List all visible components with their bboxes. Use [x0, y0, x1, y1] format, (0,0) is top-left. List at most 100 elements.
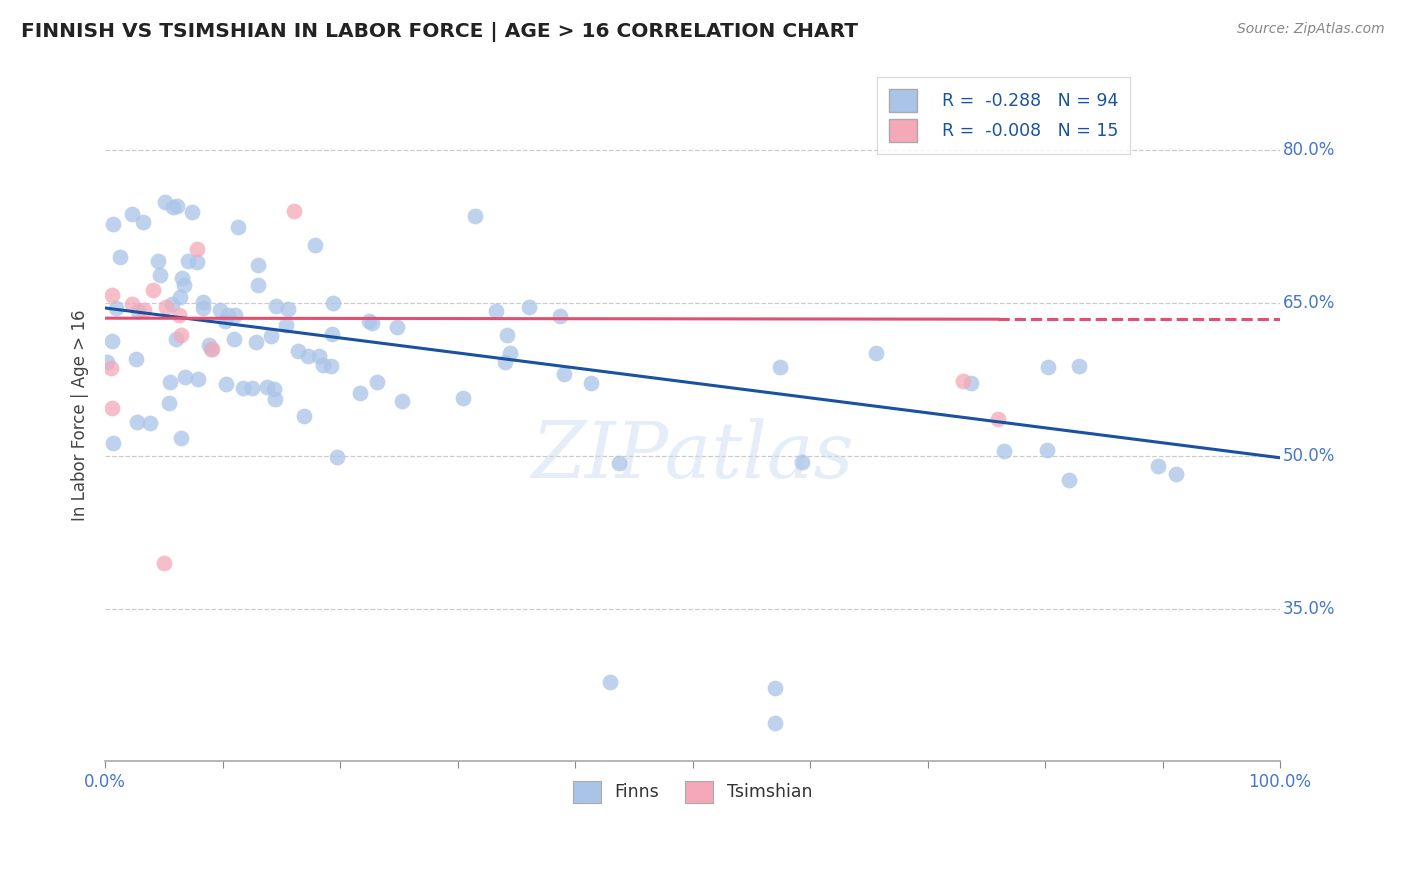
Point: [159, 376, 181, 390]
Point: [157, 395, 180, 409]
Point: [96, 355, 118, 369]
Point: [496, 327, 519, 342]
Point: [319, 359, 342, 373]
Point: [607, 456, 630, 470]
Point: [186, 242, 208, 256]
Point: [208, 302, 231, 317]
Point: [548, 309, 571, 323]
Text: 65.0%: 65.0%: [1282, 293, 1334, 312]
Point: [1069, 359, 1091, 373]
Point: [226, 219, 249, 234]
Point: [276, 318, 298, 333]
Point: [256, 380, 278, 394]
Point: [108, 250, 131, 264]
Point: [105, 301, 128, 316]
Point: [173, 277, 195, 292]
Point: [581, 376, 603, 390]
Point: [170, 431, 193, 445]
Point: [599, 675, 621, 690]
Point: [101, 334, 124, 348]
Text: Source: ZipAtlas.com: Source: ZipAtlas.com: [1237, 22, 1385, 37]
Point: [264, 392, 287, 406]
Point: [193, 301, 215, 315]
Point: [101, 401, 124, 415]
Point: [322, 296, 344, 310]
Point: [1147, 459, 1170, 474]
Point: [224, 332, 246, 346]
Point: [790, 455, 813, 469]
Point: [865, 346, 887, 360]
Point: [987, 412, 1010, 426]
Point: [174, 370, 197, 384]
Point: [246, 258, 269, 272]
Point: [304, 238, 326, 252]
Point: [187, 372, 209, 386]
Point: [103, 435, 125, 450]
Point: [952, 374, 974, 388]
Point: [292, 409, 315, 424]
Point: [121, 297, 143, 311]
Point: [1036, 443, 1059, 458]
Point: [349, 386, 371, 401]
Point: [260, 329, 283, 343]
Point: [308, 349, 330, 363]
Point: [153, 556, 176, 570]
Point: [326, 450, 349, 464]
Point: [131, 215, 153, 229]
Point: [283, 203, 305, 218]
Point: [359, 314, 381, 328]
Point: [387, 320, 409, 334]
Point: [155, 300, 177, 314]
Point: [763, 715, 786, 730]
Point: [763, 681, 786, 695]
Point: [553, 368, 575, 382]
Point: [464, 210, 486, 224]
Text: ZIPatlas: ZIPatlas: [531, 418, 853, 495]
Point: [132, 303, 155, 318]
Point: [769, 359, 792, 374]
Text: 50.0%: 50.0%: [1282, 447, 1334, 465]
Text: FINNISH VS TSIMSHIAN IN LABOR FORCE | AGE > 16 CORRELATION CHART: FINNISH VS TSIMSHIAN IN LABOR FORCE | AG…: [21, 22, 858, 42]
Point: [499, 346, 522, 360]
Point: [391, 393, 413, 408]
Point: [177, 254, 200, 268]
Point: [186, 255, 208, 269]
Point: [1036, 360, 1059, 375]
Point: [245, 335, 267, 350]
Point: [517, 300, 540, 314]
Point: [366, 375, 388, 389]
Point: [485, 304, 508, 318]
Point: [162, 201, 184, 215]
Point: [214, 376, 236, 391]
Point: [146, 254, 169, 268]
Point: [277, 302, 299, 317]
Point: [162, 296, 184, 310]
Point: [100, 361, 122, 376]
Point: [993, 444, 1015, 458]
Point: [321, 327, 343, 342]
Point: [148, 268, 170, 282]
Point: [153, 194, 176, 209]
Point: [166, 199, 188, 213]
Point: [201, 342, 224, 356]
Text: 80.0%: 80.0%: [1282, 141, 1334, 159]
Point: [169, 290, 191, 304]
Text: 35.0%: 35.0%: [1282, 599, 1334, 617]
Point: [139, 416, 162, 430]
Point: [1164, 467, 1187, 482]
Point: [224, 308, 246, 322]
Point: [197, 337, 219, 351]
Point: [232, 381, 254, 395]
Point: [240, 381, 263, 395]
Point: [297, 349, 319, 363]
Point: [127, 415, 149, 429]
Point: [142, 283, 165, 297]
Point: [127, 303, 149, 318]
Point: [172, 271, 194, 285]
Point: [101, 288, 124, 302]
Point: [312, 358, 335, 372]
Point: [451, 391, 474, 405]
Point: [181, 204, 204, 219]
Legend: Finns, Tsimshian: Finns, Tsimshian: [561, 769, 824, 815]
Point: [263, 382, 285, 396]
